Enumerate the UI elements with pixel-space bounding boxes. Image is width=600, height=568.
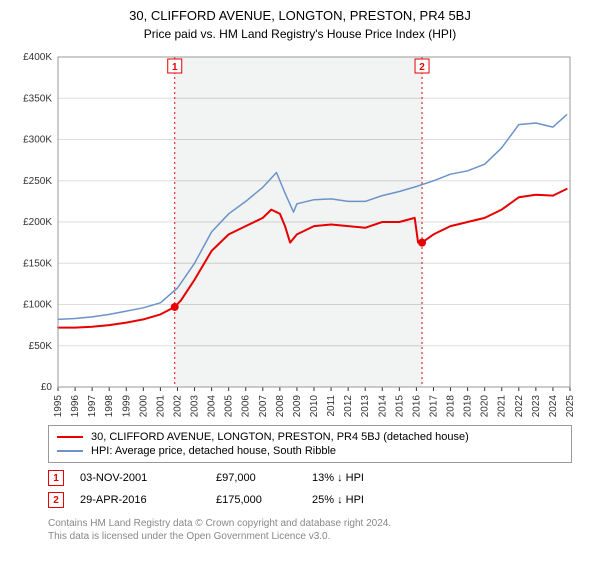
chart-title: 30, CLIFFORD AVENUE, LONGTON, PRESTON, P… <box>0 8 600 23</box>
legend-item: HPI: Average price, detached house, Sout… <box>57 444 563 458</box>
svg-text:2004: 2004 <box>207 395 218 417</box>
svg-text:2018: 2018 <box>446 395 457 417</box>
svg-text:£300K: £300K <box>23 135 52 146</box>
sale-row: 1 03-NOV-2001 £97,000 13% ↓ HPI <box>48 467 572 489</box>
svg-text:£250K: £250K <box>23 176 52 187</box>
sale-delta: 13% ↓ HPI <box>312 472 364 484</box>
svg-text:2025: 2025 <box>565 395 576 417</box>
footer-line: This data is licensed under the Open Gov… <box>48 530 572 543</box>
svg-text:2024: 2024 <box>548 395 559 417</box>
svg-text:2006: 2006 <box>241 395 252 417</box>
svg-text:1995: 1995 <box>53 395 64 417</box>
svg-text:2010: 2010 <box>309 395 320 417</box>
svg-text:2012: 2012 <box>343 395 354 417</box>
svg-text:£150K: £150K <box>23 258 52 269</box>
svg-text:2016: 2016 <box>411 395 422 417</box>
svg-text:2009: 2009 <box>292 395 303 417</box>
svg-text:1: 1 <box>172 62 178 73</box>
svg-text:2: 2 <box>419 62 425 73</box>
legend-label: 30, CLIFFORD AVENUE, LONGTON, PRESTON, P… <box>91 431 469 443</box>
svg-text:2013: 2013 <box>360 395 371 417</box>
svg-text:1998: 1998 <box>104 395 115 417</box>
svg-text:£50K: £50K <box>29 341 53 352</box>
svg-text:2002: 2002 <box>172 395 183 417</box>
sale-row: 2 29-APR-2016 £175,000 25% ↓ HPI <box>48 489 572 511</box>
svg-text:2008: 2008 <box>275 395 286 417</box>
svg-text:2020: 2020 <box>480 395 491 417</box>
legend: 30, CLIFFORD AVENUE, LONGTON, PRESTON, P… <box>48 425 572 463</box>
svg-text:£200K: £200K <box>23 217 52 228</box>
sale-date: 03-NOV-2001 <box>80 472 200 484</box>
svg-text:2014: 2014 <box>377 395 388 417</box>
svg-text:1999: 1999 <box>121 395 132 417</box>
svg-text:2003: 2003 <box>190 395 201 417</box>
svg-text:£100K: £100K <box>23 300 52 311</box>
legend-label: HPI: Average price, detached house, Sout… <box>91 445 336 457</box>
svg-text:2011: 2011 <box>326 395 337 417</box>
svg-text:2000: 2000 <box>138 395 149 417</box>
svg-text:2007: 2007 <box>258 395 269 417</box>
svg-text:£350K: £350K <box>23 93 52 104</box>
chart-container: £0 £50K £100K £150K £200K £250K £300K £350K £400… <box>10 47 590 417</box>
sale-marker-icon: 1 <box>48 470 64 486</box>
sale-price: £97,000 <box>216 472 296 484</box>
svg-text:2023: 2023 <box>531 395 542 417</box>
svg-text:£400K: £400K <box>23 52 52 63</box>
svg-text:£0: £0 <box>41 382 53 393</box>
legend-item: 30, CLIFFORD AVENUE, LONGTON, PRESTON, P… <box>57 430 563 444</box>
svg-text:2005: 2005 <box>224 395 235 417</box>
chart-subtitle: Price paid vs. HM Land Registry's House … <box>0 27 600 41</box>
svg-text:2015: 2015 <box>394 395 405 417</box>
sale-delta: 25% ↓ HPI <box>312 494 364 506</box>
sales-table: 1 03-NOV-2001 £97,000 13% ↓ HPI 2 29-APR… <box>48 467 572 511</box>
svg-text:2019: 2019 <box>463 395 474 417</box>
svg-text:2001: 2001 <box>155 395 166 417</box>
legend-swatch <box>57 450 83 452</box>
svg-text:1997: 1997 <box>87 395 98 417</box>
svg-text:2017: 2017 <box>428 395 439 417</box>
sale-date: 29-APR-2016 <box>80 494 200 506</box>
sale-price: £175,000 <box>216 494 296 506</box>
footer-line: Contains HM Land Registry data © Crown c… <box>48 517 572 530</box>
svg-text:2022: 2022 <box>514 395 525 417</box>
svg-text:1996: 1996 <box>70 395 81 417</box>
sale-marker-icon: 2 <box>48 492 64 508</box>
legend-swatch <box>57 436 83 438</box>
footer: Contains HM Land Registry data © Crown c… <box>48 517 572 543</box>
line-chart: £0 £50K £100K £150K £200K £250K £300K £350K £400… <box>10 47 590 417</box>
svg-text:2021: 2021 <box>497 395 508 417</box>
